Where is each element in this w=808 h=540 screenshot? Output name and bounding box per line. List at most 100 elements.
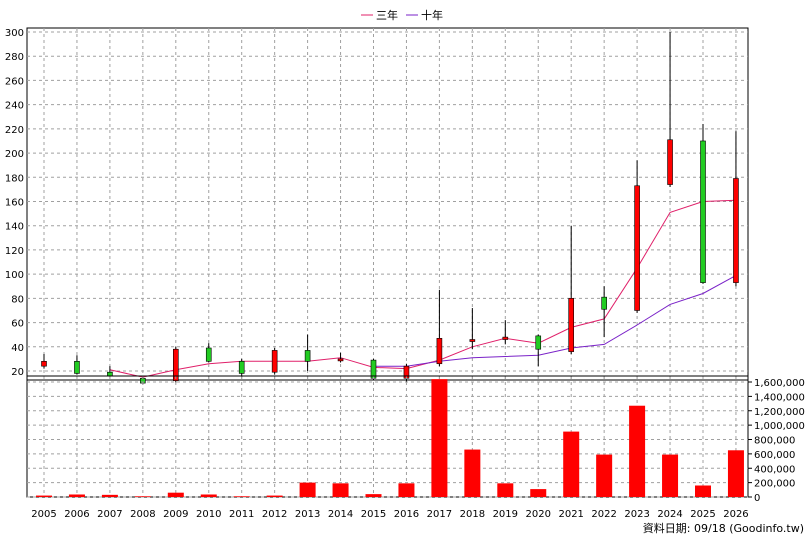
candle-body xyxy=(304,350,311,362)
candle-body xyxy=(601,296,607,310)
price-panel: 20 40 60 80 100 120 140 160 180 200 220 240 260 280 30… xyxy=(5,27,749,385)
volume-bar-2020 xyxy=(530,489,547,497)
legend-label-10yr: 十年 xyxy=(421,8,443,22)
x-tick-label: 2019 xyxy=(493,509,518,520)
candle-2021 xyxy=(568,225,575,355)
volume-bar-2006 xyxy=(68,494,85,497)
candle-body xyxy=(436,338,443,365)
x-tick-label: 2012 xyxy=(262,509,287,520)
candle-2017 xyxy=(436,289,443,367)
candle-2010 xyxy=(205,343,212,363)
x-tick-label: 2026 xyxy=(723,509,748,520)
candle-body xyxy=(535,335,542,350)
price-y-tick-label: 280 xyxy=(5,52,24,63)
candle-2022 xyxy=(601,286,607,338)
candle-body xyxy=(74,361,80,374)
x-tick-label: 2011 xyxy=(229,509,254,520)
candle-2005 xyxy=(41,354,47,369)
volume-bar-2005 xyxy=(36,495,52,497)
x-tick-label: 2020 xyxy=(526,509,551,520)
price-y-tick-label: 240 xyxy=(5,101,24,112)
volume-bar-2011 xyxy=(233,496,250,497)
x-tick-label: 2013 xyxy=(295,509,320,520)
price-y-tick-label: 100 xyxy=(5,270,24,281)
legend: 三年 十年 xyxy=(361,8,443,22)
x-tick-label: 2022 xyxy=(591,509,616,520)
volume-bar-2012 xyxy=(266,495,283,497)
candle-2013 xyxy=(304,334,311,371)
candle-body xyxy=(205,347,212,362)
candle-2020 xyxy=(535,334,542,367)
candle-body xyxy=(107,371,113,377)
volume-y-tick-label: 1,000,000 xyxy=(754,421,805,432)
price-y-tick-label: 140 xyxy=(5,222,24,233)
volume-y-tick-label: 1,600,000 xyxy=(754,378,805,389)
volume-y-tick-label: 0 xyxy=(754,493,760,504)
x-tick-label: 2021 xyxy=(558,509,583,520)
x-tick-label: 2010 xyxy=(196,509,221,520)
candle-body xyxy=(733,178,739,283)
data-date-label: 資料日期: 09/18 (Goodinfo.tw) xyxy=(643,521,804,535)
volume-bar-2017 xyxy=(431,379,448,497)
volume-bar-2009 xyxy=(167,492,184,497)
volume-bar-2026 xyxy=(727,450,744,497)
x-tick-label: 2009 xyxy=(163,509,188,520)
volume-panel: 0 200,000 400,000 600,000 800,000 1,000,000 1,… xyxy=(26,375,805,504)
legend-label-3yr: 三年 xyxy=(376,8,398,22)
candle-2023 xyxy=(634,160,640,313)
x-tick-label: 2014 xyxy=(328,509,353,520)
price-y-tick-label: 160 xyxy=(5,198,24,209)
candle-body xyxy=(337,358,344,362)
candle-2016 xyxy=(403,363,410,382)
x-tick-label: 2016 xyxy=(394,509,419,520)
candle-2011 xyxy=(238,358,245,378)
x-tick-label: 2018 xyxy=(460,509,485,520)
candle-body xyxy=(41,361,47,367)
candle-body xyxy=(469,339,476,342)
volume-bar-2025 xyxy=(695,485,711,497)
volume-bar-2015 xyxy=(365,494,382,497)
x-tick-label: 2025 xyxy=(690,509,715,520)
candle-2019 xyxy=(502,320,509,345)
x-axis: 2005 2006 2007 2008 2009 2010 2011 2012 2013 2014… xyxy=(31,509,748,520)
candle-body xyxy=(173,348,179,381)
volume-bar-2007 xyxy=(101,494,118,497)
candle-body xyxy=(238,361,245,374)
price-y-tick-label: 180 xyxy=(5,173,24,184)
price-y-tick-label: 20 xyxy=(11,367,24,378)
x-tick-label: 2023 xyxy=(624,509,649,520)
x-tick-label: 2008 xyxy=(130,509,155,520)
x-tick-label: 2006 xyxy=(64,509,89,520)
price-y-tick-label: 80 xyxy=(11,294,24,305)
candle-body xyxy=(568,298,575,352)
candle-body xyxy=(634,185,640,311)
price-y-tick-label: 260 xyxy=(5,76,24,87)
ma-line-10yr xyxy=(373,274,737,367)
volume-bar-2023 xyxy=(629,405,646,497)
volume-bar-2021 xyxy=(563,431,580,497)
candle-2018 xyxy=(469,308,476,350)
price-y-tick-label: 300 xyxy=(5,28,24,39)
volume-bar-2010 xyxy=(200,494,217,497)
volume-bar-2019 xyxy=(497,483,514,497)
volume-y-tick-label: 800,000 xyxy=(754,436,795,447)
candle-body xyxy=(271,350,278,373)
volume-y-tick-label: 400,000 xyxy=(754,464,795,475)
volume-y-tick-label: 600,000 xyxy=(754,450,795,461)
candle-2025 xyxy=(700,124,706,284)
volume-bar-2024 xyxy=(662,454,679,497)
volume-bar-2008 xyxy=(134,496,151,497)
x-tick-label: 2005 xyxy=(31,509,56,520)
volume-y-tick-label: 200,000 xyxy=(754,479,795,490)
candle-2007 xyxy=(107,366,113,378)
ma-line-3yr xyxy=(109,199,737,378)
price-y-tick-label: 220 xyxy=(5,125,24,136)
volume-bar-2013 xyxy=(299,482,316,497)
price-y-tick-label: 60 xyxy=(11,319,24,330)
price-plot-frame xyxy=(26,27,749,381)
x-tick-label: 2024 xyxy=(657,509,682,520)
volume-bar-2022 xyxy=(596,454,613,497)
candle-body xyxy=(667,139,673,185)
